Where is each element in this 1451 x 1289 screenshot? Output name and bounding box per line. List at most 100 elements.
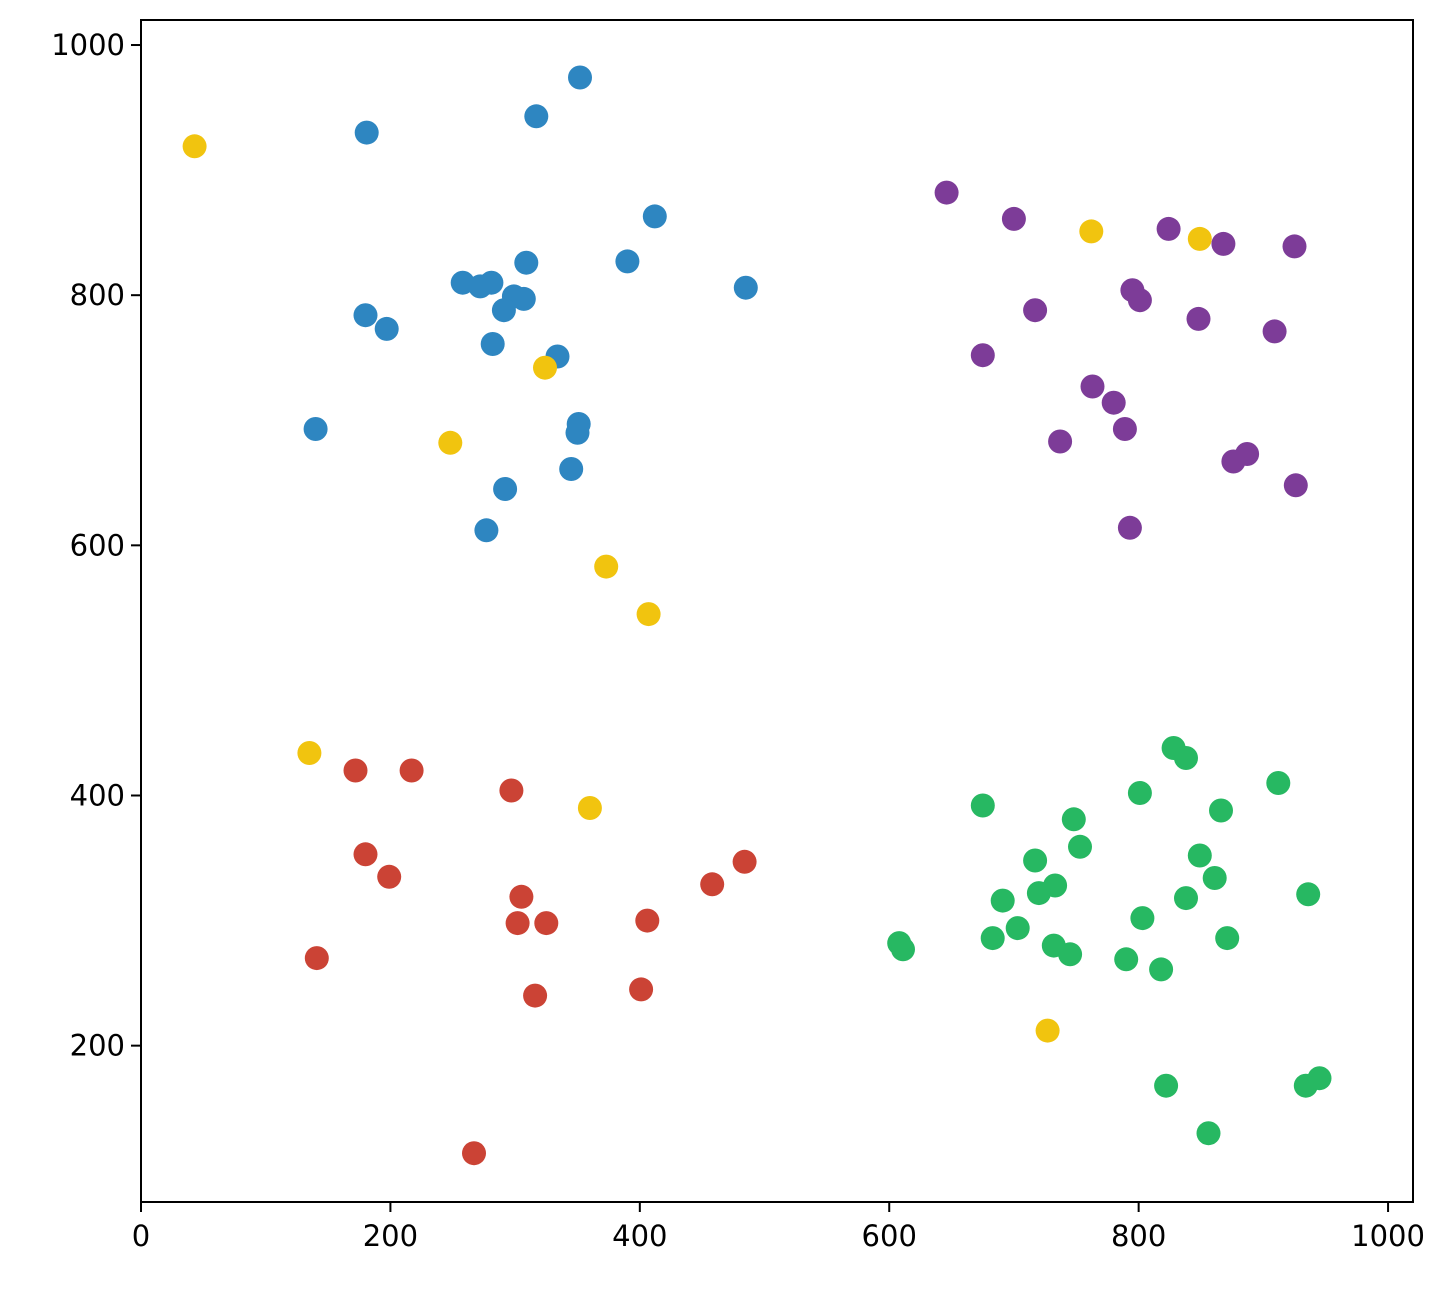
scatter-point <box>1209 798 1233 823</box>
scatter-point <box>1211 231 1236 256</box>
scatter-point <box>1058 942 1083 967</box>
scatter-point <box>1187 226 1212 251</box>
scatter-point <box>1156 216 1181 241</box>
scatter-point <box>1023 848 1048 873</box>
scatter-point <box>1117 515 1142 540</box>
scatter-point <box>1130 906 1155 931</box>
scatter-point <box>304 946 329 971</box>
scatter-point <box>1048 429 1073 454</box>
scatter-point <box>534 911 559 936</box>
y-tick-label: 800 <box>70 278 125 312</box>
scatter-point <box>377 864 402 889</box>
scatter-point <box>1221 449 1246 474</box>
scatter-point <box>1068 834 1092 859</box>
scatter-point <box>1026 881 1051 906</box>
scatter-point <box>568 65 592 90</box>
scatter-point <box>1174 886 1198 911</box>
scatter-point <box>499 778 524 803</box>
scatter-point <box>491 298 516 323</box>
scatter-point <box>970 343 995 368</box>
x-tick-label: 1000 <box>1351 1219 1425 1253</box>
scatter-point <box>559 457 584 481</box>
scatter-point <box>505 911 530 936</box>
scatter-point <box>642 204 667 229</box>
scatter-point <box>1127 288 1152 313</box>
scatter-point <box>1079 219 1104 244</box>
scatter-point <box>533 355 557 380</box>
scatter-point <box>934 180 959 205</box>
scatter-point <box>1001 206 1026 231</box>
scatter-point <box>1296 882 1321 907</box>
scatter-point <box>524 104 549 129</box>
scatter-point <box>182 134 207 159</box>
y-tick-label: 1000 <box>51 28 125 62</box>
scatter-point <box>374 316 399 341</box>
scatter-point <box>594 554 619 579</box>
scatter-point <box>733 275 758 300</box>
scatter-point <box>1282 234 1307 259</box>
scatter-point <box>438 430 463 455</box>
scatter-point <box>1127 781 1152 805</box>
scatter-point <box>354 120 379 145</box>
scatter-point <box>523 983 548 1008</box>
scatter-point <box>980 926 1005 951</box>
scatter-point <box>970 793 995 818</box>
scatter-point <box>1061 807 1086 832</box>
scatter-point <box>479 270 504 295</box>
scatter-point <box>635 908 660 933</box>
scatter-point <box>343 758 368 783</box>
scatter-point <box>577 796 602 820</box>
scatter-point <box>891 937 915 962</box>
scatter-point <box>1101 390 1126 415</box>
scatter-point <box>1080 374 1105 399</box>
scatter-point <box>990 888 1015 913</box>
scatter-point <box>1215 926 1240 951</box>
y-tick-label: 400 <box>70 778 125 812</box>
scatter-point <box>462 1141 486 1166</box>
scatter-point <box>1035 1018 1060 1043</box>
scatter-point <box>1112 417 1137 441</box>
plot-frame <box>140 19 1414 1203</box>
x-tick-label: 800 <box>1111 1219 1166 1253</box>
scatter-point <box>565 420 590 445</box>
scatter-point <box>1262 319 1287 344</box>
scatter-point <box>514 250 539 275</box>
scatter-point <box>732 849 757 874</box>
y-tick-label: 600 <box>70 528 125 562</box>
scatter-point <box>1307 1066 1332 1091</box>
scatter-point <box>1187 843 1212 868</box>
scatter-point <box>636 602 661 627</box>
scatter-point <box>1174 746 1198 770</box>
scatter-point <box>511 286 536 311</box>
scatter-point <box>1266 771 1291 795</box>
scatter-point <box>1154 1073 1179 1098</box>
scatter-point <box>700 872 725 897</box>
scatter-point <box>303 417 328 441</box>
scatter-point <box>509 884 534 909</box>
scatter-point <box>1196 1121 1221 1146</box>
x-tick-label: 600 <box>862 1219 917 1253</box>
x-tick-label: 400 <box>612 1219 667 1253</box>
scatter-point <box>1005 916 1030 941</box>
scatter-point <box>353 842 378 867</box>
scatter-point <box>615 249 640 274</box>
scatter-point <box>353 303 378 328</box>
points-layer <box>182 65 1332 1166</box>
scatter-point <box>1202 866 1227 890</box>
y-tick-label: 200 <box>70 1029 125 1063</box>
scatter-point <box>1283 473 1308 498</box>
x-tick-label: 0 <box>132 1219 150 1253</box>
scatter-point <box>629 977 654 1002</box>
scatter-point <box>480 332 505 356</box>
x-tick-label: 200 <box>363 1219 418 1253</box>
scatter-point <box>1186 306 1211 331</box>
scatter-point <box>474 518 499 543</box>
scatter-point <box>399 758 424 783</box>
scatter-point <box>493 477 518 501</box>
axes-layer: 0 200 400 600 800 1000 200 400 600 800 1000 <box>51 19 1425 1253</box>
scatter-point <box>1149 957 1174 982</box>
scatter-point <box>1114 947 1139 972</box>
